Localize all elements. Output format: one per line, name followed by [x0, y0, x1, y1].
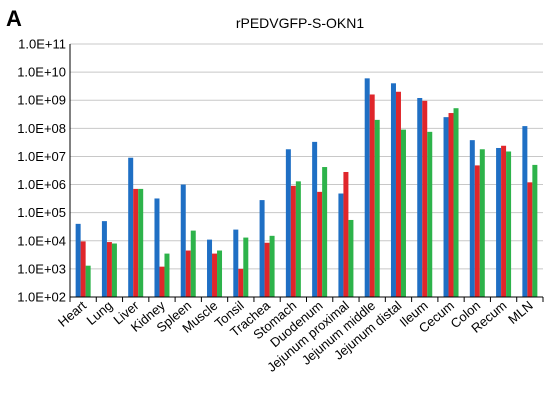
bar	[400, 129, 406, 297]
bar	[106, 242, 112, 297]
y-tick-label: 1.0E+06	[17, 177, 66, 192]
y-tick-label: 1.0E+11	[18, 37, 66, 52]
bar	[343, 171, 349, 297]
bar	[496, 147, 502, 297]
y-tick-label: 1.0E+09	[17, 93, 66, 108]
bar	[369, 94, 375, 297]
bar	[443, 117, 449, 298]
axes	[69, 44, 544, 302]
bar	[212, 253, 218, 297]
bars	[75, 78, 538, 298]
bar	[269, 235, 275, 297]
bar	[322, 167, 328, 297]
bar	[374, 119, 380, 297]
bar	[259, 200, 265, 297]
x-category-label: Lung	[84, 298, 116, 328]
bar	[474, 165, 480, 297]
chart-title: rPEDVGFP-S-OKN1	[236, 15, 365, 31]
y-tick-label: 1.0E+02	[17, 290, 66, 305]
bar	[85, 265, 91, 297]
bar	[190, 230, 196, 297]
x-category-label: MLN	[505, 298, 536, 327]
bar	[154, 198, 160, 297]
bar	[427, 131, 433, 297]
bar	[506, 151, 512, 297]
bar	[185, 250, 191, 297]
panel-label: A	[6, 6, 22, 31]
bar	[238, 268, 244, 297]
bar	[75, 223, 81, 297]
bar	[264, 242, 270, 297]
bar	[285, 149, 291, 297]
bar	[448, 113, 454, 298]
bar	[317, 191, 323, 297]
bar	[390, 83, 396, 298]
bar	[469, 140, 475, 297]
bar	[348, 219, 354, 297]
y-tick-label: 1.0E+03	[17, 261, 66, 276]
bar	[364, 78, 370, 297]
bar	[128, 157, 134, 297]
bar	[207, 239, 213, 297]
bar	[522, 126, 528, 298]
bar	[312, 141, 318, 297]
bar	[395, 91, 401, 297]
y-tick-label: 1.0E+08	[17, 121, 66, 136]
y-tick-label: 1.0E+10	[17, 65, 66, 80]
bar	[101, 221, 107, 297]
bar	[479, 149, 485, 297]
bar	[80, 241, 86, 297]
y-axis-ticks: 1.0E+02 1.0E+03 1.0E+04 1.0E+05 1.0E+06 1.0E+…	[17, 37, 66, 305]
bar	[295, 181, 301, 297]
bar	[233, 229, 239, 297]
bar	[290, 185, 296, 297]
bar	[180, 184, 186, 297]
y-tick-label: 1.0E+05	[17, 205, 66, 220]
bar	[453, 108, 459, 297]
bar	[111, 243, 117, 297]
bar	[133, 188, 139, 297]
bar	[164, 253, 170, 297]
y-tick-label: 1.0E+04	[17, 233, 66, 248]
bar	[159, 266, 165, 297]
bar	[532, 164, 538, 297]
bar	[527, 182, 533, 297]
x-axis-labels: HeartLungLiverKidneySpleenMuscleTonsilTr…	[55, 297, 536, 374]
bar	[138, 188, 144, 297]
bar	[422, 100, 428, 297]
bar	[501, 145, 507, 297]
bar	[338, 193, 344, 297]
bar	[243, 237, 249, 297]
bar	[417, 97, 423, 297]
bar	[217, 250, 223, 297]
y-tick-label: 1.0E+07	[17, 149, 66, 164]
gridlines	[70, 43, 543, 270]
